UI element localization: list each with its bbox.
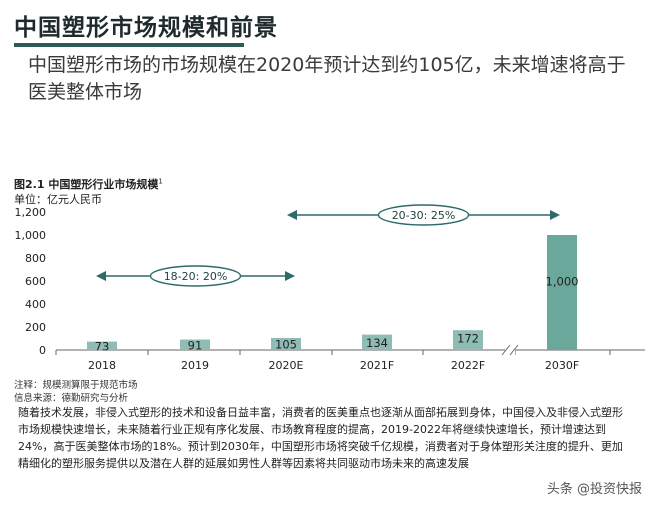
annotation-label: 18-20: 20%: [164, 270, 228, 283]
bar-value-label: 105: [275, 337, 297, 351]
title-underline: [14, 43, 244, 47]
y-tick-label: 200: [25, 321, 46, 334]
figure-label-text: 图2.1 中国塑形行业市场规模: [14, 178, 159, 191]
chart-note: 注释：规模测算限于规范市场: [14, 380, 138, 391]
x-category-label: 2022F: [451, 359, 485, 372]
page-title: 中国塑形市场规模和前景: [14, 15, 278, 41]
bar-value-label: 134: [366, 336, 388, 350]
x-category-label: 2018: [88, 359, 116, 372]
y-tick-label: 0: [39, 344, 46, 357]
annotation-label: 20-30: 25%: [392, 209, 456, 222]
market-size-chart: 0 200 400 600 800 1,000 1,200 73 2018 91 2019 105 20…: [15, 204, 645, 372]
headline: 中国塑形市场的市场规模在2020年预计达到约105亿，未来增速将高于医美整体市场: [28, 54, 626, 103]
annotation-arrowhead-right: [285, 271, 295, 281]
y-tick-label: 400: [25, 298, 46, 311]
bar-value-label: 91: [188, 338, 203, 352]
axis-break-mark: [509, 344, 519, 356]
body-paragraph: 随着技术发展，非侵入式塑形的技术和设备日益丰富，消费者的医美重点也逐渐从面部拓展…: [18, 406, 623, 470]
annotation-arrowhead-right: [550, 210, 560, 220]
bar: [87, 341, 117, 350]
x-category-label: 2019: [181, 359, 209, 372]
annotation-arrowhead-left: [287, 210, 297, 220]
bar-value-label: 1,000: [546, 275, 579, 289]
y-tick-label: 1,200: [15, 206, 47, 219]
bar: [271, 337, 301, 350]
bar-value-label: 73: [95, 339, 110, 353]
y-tick-label: 1,000: [15, 229, 47, 242]
chart-source: 信息来源：德勤研究与分析: [14, 393, 129, 404]
y-tick-label: 600: [25, 275, 46, 288]
x-category-label: 2020E: [269, 359, 304, 372]
watermark: 头条 @投资快报: [544, 478, 644, 497]
bar: [362, 334, 392, 350]
x-category-label: 2021F: [360, 359, 394, 372]
axis-break-gap: [505, 344, 515, 356]
bar: [547, 235, 577, 350]
figure-label: 图2.1 中国塑形行业市场规模1: [14, 176, 163, 192]
bar-value-label: 172: [457, 332, 479, 346]
footnote-mark: 1: [158, 177, 163, 186]
axis-break-mark: [501, 344, 511, 356]
unit-label: 单位：亿元人民币: [14, 193, 102, 206]
annotation-arrowhead-left: [96, 271, 106, 281]
bar: [180, 339, 210, 350]
x-category-label: 2030F: [545, 359, 579, 372]
annotation-ellipse: [377, 204, 470, 226]
y-tick-label: 800: [25, 252, 46, 265]
bar: [453, 330, 483, 350]
annotation-ellipse: [149, 265, 242, 287]
